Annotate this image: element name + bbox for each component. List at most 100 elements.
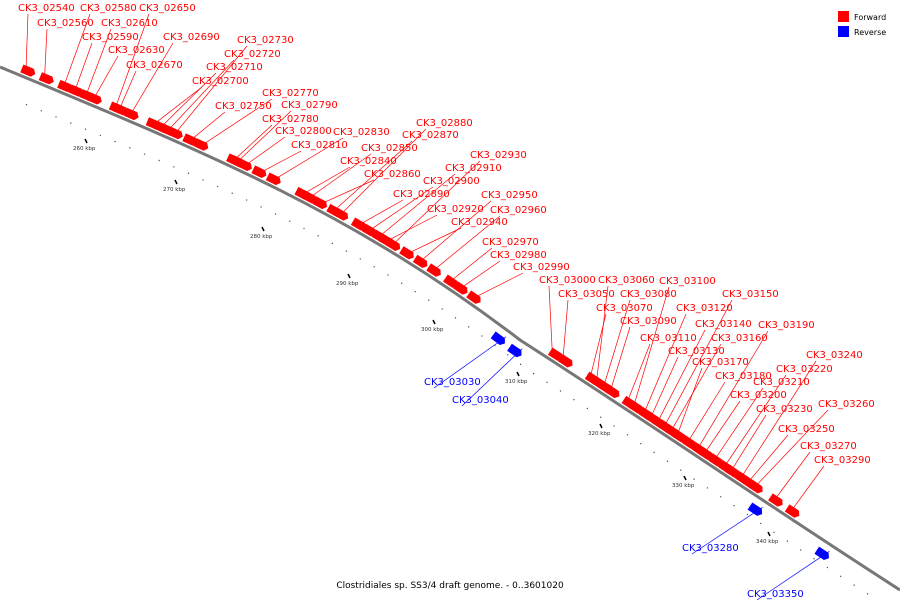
scale-minor-tick	[733, 504, 735, 507]
label-leader-line	[470, 272, 524, 300]
scale-tick-label: 280 kbp	[250, 234, 273, 240]
gene-label: CK3_02960	[490, 205, 547, 216]
scale-minor-tick	[680, 469, 682, 471]
scale-minor-tick	[773, 531, 775, 533]
gene-label: CK3_03230	[756, 404, 813, 415]
scale-minor-tick	[99, 134, 102, 137]
scale-minor-tick	[143, 153, 146, 155]
gene-label: CK3_02970	[482, 237, 539, 248]
scale-minor-tick	[573, 399, 575, 401]
label-leader-line	[376, 173, 456, 240]
scale-minor-tick	[613, 425, 615, 427]
scale-minor-tick	[519, 363, 522, 366]
gene-label: CK3_03350	[747, 589, 804, 600]
label-leader-line	[365, 186, 434, 233]
gene-label: CK3_03160	[711, 333, 768, 344]
label-leader-line	[722, 374, 787, 470]
gene-feature	[453, 281, 468, 295]
label-leader-line	[695, 330, 769, 452]
gene-feature	[747, 502, 763, 516]
label-leader-line	[669, 343, 722, 434]
scale-minor-tick	[666, 460, 669, 463]
scale-tick-label: 270 kbp	[163, 187, 186, 193]
scale-minor-tick	[507, 354, 509, 356]
gene-label: CK3_03180	[715, 371, 772, 382]
gene-label: CK3_02910	[445, 163, 502, 174]
label-leader-line	[114, 13, 150, 111]
label-leader-line	[702, 400, 741, 457]
scale-tick-label: 300 kbp	[421, 327, 444, 333]
label-leader-line	[691, 506, 763, 555]
scale-minor-tick	[25, 103, 28, 106]
gene-label: CK3_03050	[558, 289, 615, 300]
scale-minor-tick	[813, 558, 815, 560]
label-leader-line	[447, 247, 493, 284]
gene-label: CK3_03040	[452, 395, 509, 406]
gene-label: CK3_02780	[262, 114, 319, 125]
scale-minor-tick	[826, 566, 829, 569]
gene-features	[20, 64, 829, 560]
scale-minor-tick	[454, 317, 457, 319]
gene-label: CK3_02650	[139, 3, 196, 14]
legend: Forward Reverse	[838, 11, 886, 37]
label-leader-line	[685, 381, 726, 446]
gene-label: CK3_03130	[668, 346, 725, 357]
gene-feature	[326, 203, 342, 217]
label-leader-line	[84, 28, 112, 99]
label-leader-line	[745, 434, 789, 486]
scale-minor-tick	[331, 242, 334, 245]
label-leader-line	[662, 299, 733, 430]
gene-label: CK3_02720	[224, 49, 281, 60]
gene-label: CK3_03030	[424, 377, 481, 388]
label-leader-line	[752, 409, 829, 490]
gene-label: CK3_02900	[423, 176, 480, 187]
gene-label: CK3_02920	[427, 204, 484, 215]
label-leader-line	[198, 98, 273, 148]
scale-tick-label: 260 kbp	[73, 146, 96, 152]
gene-feature	[38, 72, 54, 85]
gene-label: CK3_03200	[730, 390, 787, 401]
gene-feature	[251, 165, 267, 179]
scale-minor-tick	[840, 575, 842, 578]
gene-label: CK3_02710	[206, 62, 263, 73]
scale-minor-tick	[759, 522, 762, 525]
gene-feature	[294, 186, 310, 200]
scale-minor-tick	[373, 266, 375, 268]
scale-minor-tick	[799, 549, 802, 551]
gene-label: CK3_03150	[722, 289, 779, 300]
scale-minor-tick	[231, 192, 233, 194]
label-leader-line	[675, 367, 703, 439]
gene-label: CK3_02790	[281, 100, 338, 111]
scale-minor-tick	[720, 496, 722, 498]
label-leader-line	[43, 28, 48, 82]
scale-minor-tick	[866, 593, 869, 595]
label-leader-line	[390, 160, 481, 248]
scale-minor-tick	[706, 487, 709, 489]
scale-minor-tick	[414, 290, 416, 293]
label-leader-line	[331, 140, 413, 214]
scale-minor-tick	[129, 147, 131, 149]
label-leader-line	[172, 45, 248, 137]
label-leader-line	[642, 313, 687, 417]
scale-minor-ticks	[25, 103, 869, 595]
gene-label: CK3_03140	[695, 319, 752, 330]
scale-minor-tick	[158, 159, 160, 162]
gene-label: CK3_02630	[108, 45, 165, 56]
scale-minor-tick	[853, 584, 855, 586]
scale-minor-tick	[546, 381, 548, 383]
scale-tick-label: 330 kbp	[672, 483, 695, 489]
scale-minor-tick	[626, 434, 629, 436]
gene-label: CK3_02840	[340, 156, 397, 167]
gene-feature	[265, 172, 281, 186]
gene-label: CK3_02560	[37, 18, 94, 29]
label-leader-line	[165, 59, 235, 133]
label-leader-line	[383, 214, 438, 244]
label-leader-line	[231, 124, 273, 163]
gene-label: CK3_02700	[192, 76, 249, 87]
label-leader-line	[739, 360, 817, 481]
gene-label: CK3_03070	[596, 303, 653, 314]
gene-feature	[490, 331, 505, 346]
scale-tick-label: 310 kbp	[505, 379, 528, 385]
label-leader-line	[299, 166, 351, 197]
